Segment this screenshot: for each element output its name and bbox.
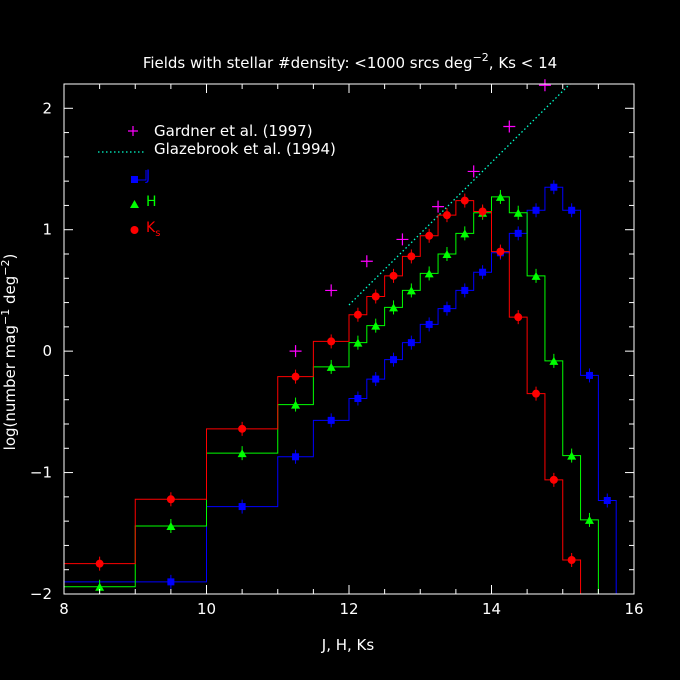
point-h bbox=[460, 229, 470, 238]
point-h bbox=[513, 208, 523, 217]
y-tick-label: −1 bbox=[30, 464, 52, 482]
x-axis-label: J, H, Ks bbox=[321, 636, 375, 654]
point-h bbox=[389, 303, 399, 312]
point-j bbox=[425, 320, 433, 328]
plot-area bbox=[64, 79, 617, 594]
gardner-point bbox=[538, 79, 551, 92]
gardner-point bbox=[467, 165, 480, 178]
point-ks bbox=[407, 252, 416, 261]
point-ks bbox=[327, 337, 336, 346]
point-h bbox=[291, 400, 301, 409]
legend-h-label: H bbox=[146, 194, 157, 210]
point-h bbox=[549, 356, 559, 365]
point-h bbox=[326, 362, 336, 371]
point-ks bbox=[496, 247, 505, 256]
point-j bbox=[167, 578, 175, 586]
legend-gardner-marker bbox=[128, 126, 138, 136]
x-tick-label: 8 bbox=[59, 600, 69, 618]
point-ks bbox=[238, 424, 247, 433]
point-ks bbox=[166, 495, 175, 504]
glazebrook-line bbox=[348, 83, 571, 306]
point-h bbox=[442, 250, 452, 258]
point-ks bbox=[549, 475, 558, 484]
histogram-ks bbox=[64, 200, 582, 594]
x-tick-label: 14 bbox=[482, 600, 501, 618]
point-ks bbox=[567, 556, 576, 564]
point-ks bbox=[478, 207, 487, 216]
y-tick-label: 2 bbox=[42, 99, 52, 117]
point-j bbox=[354, 395, 362, 402]
point-j bbox=[390, 356, 398, 364]
point-h bbox=[424, 269, 434, 278]
legend-glazebrook: Glazebrook et al. (1994) bbox=[98, 140, 336, 158]
gardner-point bbox=[396, 233, 409, 246]
point-h bbox=[495, 192, 505, 201]
y-axis-label: log(number mag−1 deg−2) bbox=[0, 254, 19, 451]
legend: Gardner et al. (1997) Glazebrook et al. … bbox=[98, 122, 336, 239]
legend-j-line bbox=[138, 170, 147, 181]
point-h bbox=[353, 338, 363, 347]
legend-h: H bbox=[130, 194, 157, 210]
point-ks bbox=[95, 559, 104, 568]
point-ks bbox=[291, 372, 300, 381]
point-ks bbox=[514, 313, 523, 322]
point-ks bbox=[353, 310, 362, 319]
point-j bbox=[407, 339, 415, 347]
point-h bbox=[95, 582, 105, 591]
point-h bbox=[166, 522, 176, 530]
legend-ks-label: Ks bbox=[146, 220, 160, 239]
x-tick-label: 12 bbox=[339, 600, 358, 618]
point-j bbox=[479, 268, 487, 276]
y-tick-label: −2 bbox=[30, 585, 52, 603]
point-ks bbox=[425, 231, 434, 240]
point-ks bbox=[371, 292, 380, 301]
gardner-point bbox=[503, 120, 516, 133]
histogram-h bbox=[64, 196, 599, 594]
legend-ks: Ks bbox=[130, 220, 160, 239]
point-ks bbox=[442, 211, 451, 220]
legend-ks-marker bbox=[130, 226, 139, 234]
point-j bbox=[532, 206, 540, 214]
point-ks bbox=[389, 271, 398, 280]
chart-title: Fields with stellar #density: <1000 srcs… bbox=[143, 51, 557, 72]
point-j bbox=[585, 371, 593, 379]
point-ks bbox=[532, 389, 541, 398]
gardner-point bbox=[289, 345, 302, 358]
legend-glazebrook-label: Glazebrook et al. (1994) bbox=[154, 140, 336, 158]
point-j bbox=[461, 286, 469, 294]
legend-j-label: J bbox=[145, 168, 150, 184]
legend-gardner: Gardner et al. (1997) bbox=[128, 122, 313, 140]
point-h bbox=[406, 286, 416, 295]
point-j bbox=[550, 183, 558, 191]
gardner-point bbox=[325, 284, 338, 297]
x-tick-label: 16 bbox=[624, 600, 643, 618]
y-tick-label: 1 bbox=[42, 221, 52, 239]
point-h bbox=[531, 271, 541, 280]
point-h bbox=[567, 451, 577, 460]
y-tick-label: 0 bbox=[42, 342, 52, 360]
point-ks bbox=[460, 196, 469, 205]
point-j bbox=[238, 503, 246, 511]
point-j bbox=[514, 229, 522, 237]
point-j bbox=[443, 305, 451, 313]
legend-j-marker bbox=[131, 176, 138, 183]
gardner-point bbox=[360, 255, 373, 268]
legend-gardner-label: Gardner et al. (1997) bbox=[154, 122, 313, 140]
x-tick-label: 10 bbox=[197, 600, 216, 618]
point-j bbox=[372, 375, 380, 383]
point-j bbox=[327, 416, 335, 424]
point-h bbox=[371, 321, 381, 330]
legend-j: J bbox=[131, 168, 150, 184]
point-h bbox=[237, 449, 247, 458]
legend-h-marker bbox=[130, 200, 139, 208]
gardner-point bbox=[432, 200, 445, 213]
point-j bbox=[603, 497, 611, 504]
point-j bbox=[292, 453, 300, 461]
point-j bbox=[568, 206, 576, 214]
point-h bbox=[584, 515, 594, 524]
